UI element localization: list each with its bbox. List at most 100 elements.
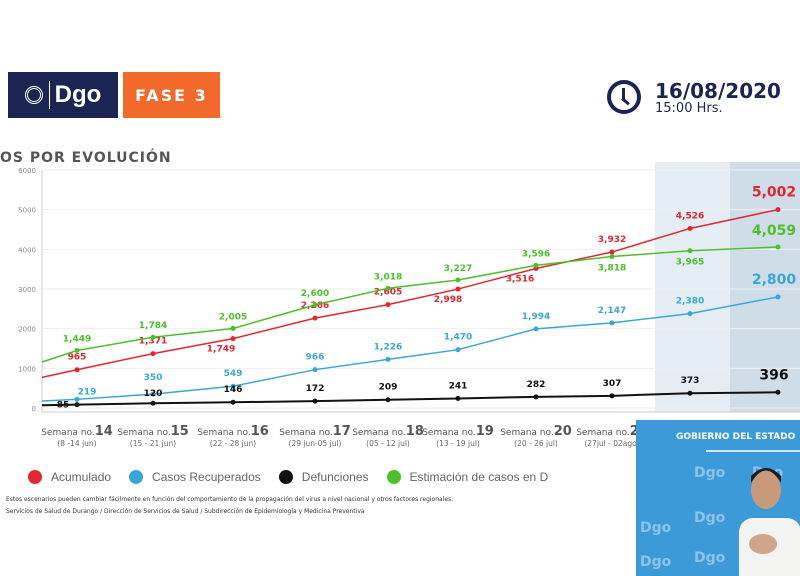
data-point (385, 285, 391, 291)
data-label: 373 (681, 376, 700, 386)
data-label: 5,002 (752, 185, 796, 201)
data-point (150, 400, 156, 406)
data-label: 2,605 (374, 288, 402, 298)
legend-item: Defunciones (278, 470, 369, 484)
data-label: 350 (144, 373, 163, 383)
data-label: 120 (144, 389, 163, 399)
y-tick-label: 3000 (18, 286, 36, 294)
data-label: 2,380 (676, 297, 704, 307)
data-point (230, 383, 236, 389)
data-point (687, 390, 693, 396)
data-label: 219 (78, 387, 97, 397)
logo-text: Dgo (48, 81, 101, 109)
legend-item: Estimación de casos en D (386, 470, 548, 484)
data-point (609, 320, 615, 326)
data-label: 1,371 (139, 337, 167, 347)
dgo-logo-pattern: Dgo (694, 465, 726, 481)
week-number: 15 (170, 424, 189, 439)
week-range: (05 - 12 jul) (366, 439, 410, 448)
data-point (455, 395, 461, 401)
data-label: 549 (224, 369, 243, 379)
data-label: 3,932 (598, 235, 626, 245)
dgo-logo: Dgo (8, 72, 118, 118)
data-label: 4,526 (676, 211, 704, 221)
data-label: 3,596 (522, 249, 550, 259)
data-label: 966 (306, 353, 325, 363)
data-point (533, 326, 539, 332)
data-label: 2,147 (598, 306, 626, 316)
data-label: 4,059 (752, 223, 796, 239)
data-label: 3,965 (676, 258, 704, 268)
legend-dot-icon (28, 470, 42, 484)
note-source: Servicios de Salud de Durango / Direcció… (6, 508, 365, 515)
x-category: Semana no.20 (20 - 26 jul) (496, 424, 576, 448)
week-word: Semana no. (352, 428, 406, 438)
legend: Acumulado Casos Recuperados Defunciones Est… (28, 470, 548, 484)
week-word: Semana no. (576, 428, 630, 438)
data-point (455, 277, 461, 283)
data-point (775, 294, 781, 300)
x-category: Semana no.18 (05 - 12 jul) (348, 424, 428, 448)
y-tick-label: 2000 (18, 326, 36, 334)
dgo-logo-pattern: Dgo (640, 554, 672, 570)
forecast-band-final (730, 162, 800, 412)
data-point (230, 399, 236, 405)
x-category: Semana no.14 (8 -14 jun) (37, 424, 117, 448)
week-word: Semana no. (422, 428, 476, 438)
x-category: Semana no.19 (13 - 19 jul) (418, 424, 498, 448)
clock-icon (607, 80, 641, 114)
data-point (609, 254, 615, 260)
week-number: 14 (94, 424, 113, 439)
data-label: 3,227 (444, 264, 472, 274)
data-point (74, 348, 80, 354)
week-range: (15 - 21 jun) (129, 439, 177, 448)
data-label: 209 (379, 383, 398, 393)
week-number: 19 (475, 424, 494, 439)
data-point (312, 315, 318, 321)
week-range: (20 - 26 jul) (514, 439, 558, 448)
data-point (230, 336, 236, 342)
data-point (775, 244, 781, 250)
data-point (533, 394, 539, 400)
y-tick-label: 4000 (18, 246, 36, 254)
y-tick-label: 0 (32, 405, 36, 413)
data-point (385, 397, 391, 403)
week-range: (13 - 19 jul) (436, 439, 480, 448)
data-point (230, 325, 236, 331)
week-range: (29 jun-05 jul) (288, 439, 342, 448)
data-point (74, 402, 80, 408)
data-point (687, 311, 693, 317)
data-point (455, 347, 461, 353)
data-point (775, 389, 781, 395)
data-label: 241 (449, 381, 468, 391)
week-number: 16 (250, 424, 269, 439)
legend-item: Acumulado (28, 470, 111, 484)
week-number: 20 (553, 424, 572, 439)
dgo-logo-pattern: Dgo (694, 550, 726, 566)
week-word: Semana no. (197, 428, 251, 438)
data-label: 1,226 (374, 342, 402, 352)
data-point (687, 248, 693, 254)
data-point (74, 367, 80, 373)
data-point (455, 286, 461, 292)
week-number: 17 (332, 424, 351, 439)
x-category: Semana no.15 (15 - 21 jun) (113, 424, 193, 448)
data-label: 3,818 (598, 264, 626, 274)
week-word: Semana no. (41, 428, 95, 438)
note-scenarios: Estos escenarios pueden cambiar fácilmen… (6, 496, 454, 503)
legend-item: Casos Recuperados (129, 470, 261, 484)
legend-label: Casos Recuperados (152, 470, 261, 484)
legend-dot-icon (386, 470, 401, 484)
data-label: 2,800 (752, 272, 797, 288)
data-point (312, 398, 318, 404)
data-point (312, 367, 318, 373)
footnotes: Estos escenarios pueden cambiar fácilmen… (6, 494, 453, 518)
data-point (312, 302, 318, 308)
data-point (687, 225, 693, 231)
week-word: Semana no. (279, 428, 333, 438)
time: 15:00 Hrs. (655, 101, 723, 116)
legend-label: Acumulado (51, 470, 112, 484)
date: 16/08/2020 (655, 79, 781, 103)
chart-title: OS POR EVOLUCIÓN (0, 150, 172, 166)
